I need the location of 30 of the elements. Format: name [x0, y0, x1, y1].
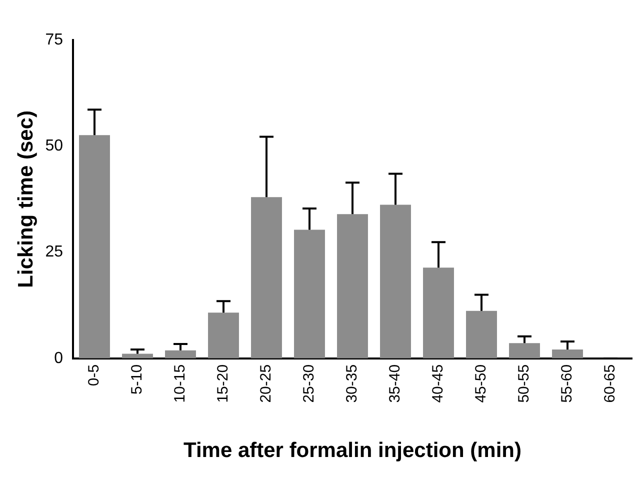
- x-axis-title: Time after formalin injection (min): [184, 439, 522, 462]
- x-tick-label: 20-25: [258, 364, 275, 403]
- x-tick-label: 25-30: [300, 364, 318, 403]
- bar: [165, 350, 196, 358]
- bar: [509, 343, 540, 358]
- bar: [337, 214, 368, 358]
- x-tick-label: 50-55: [516, 364, 533, 403]
- x-tick-label: 30-35: [344, 364, 361, 403]
- bar: [423, 268, 454, 358]
- y-tick-label: 75: [45, 31, 64, 48]
- x-tick-label: 55-60: [558, 364, 576, 403]
- x-tick-label: 60-65: [602, 364, 619, 403]
- bar: [251, 197, 282, 358]
- x-tick-label: 10-15: [172, 364, 189, 403]
- x-tick-label: 5-10: [128, 364, 146, 394]
- x-tick-label: 35-40: [386, 364, 404, 403]
- bar: [208, 312, 239, 358]
- bar: [380, 204, 411, 358]
- bar: [294, 230, 325, 358]
- y-axis-title: Licking time (sec): [14, 110, 38, 288]
- bar: [466, 310, 497, 358]
- x-tick-label: 15-20: [214, 364, 232, 403]
- x-tick-label: 40-45: [430, 364, 447, 403]
- y-tick-label: 25: [45, 244, 64, 261]
- y-tick-label: 50: [45, 138, 64, 155]
- bar: [79, 135, 110, 358]
- y-tick-label: 0: [54, 350, 64, 367]
- x-tick-label: 45-50: [472, 364, 490, 403]
- bar: [552, 350, 583, 358]
- x-tick-label: 0-5: [86, 364, 103, 386]
